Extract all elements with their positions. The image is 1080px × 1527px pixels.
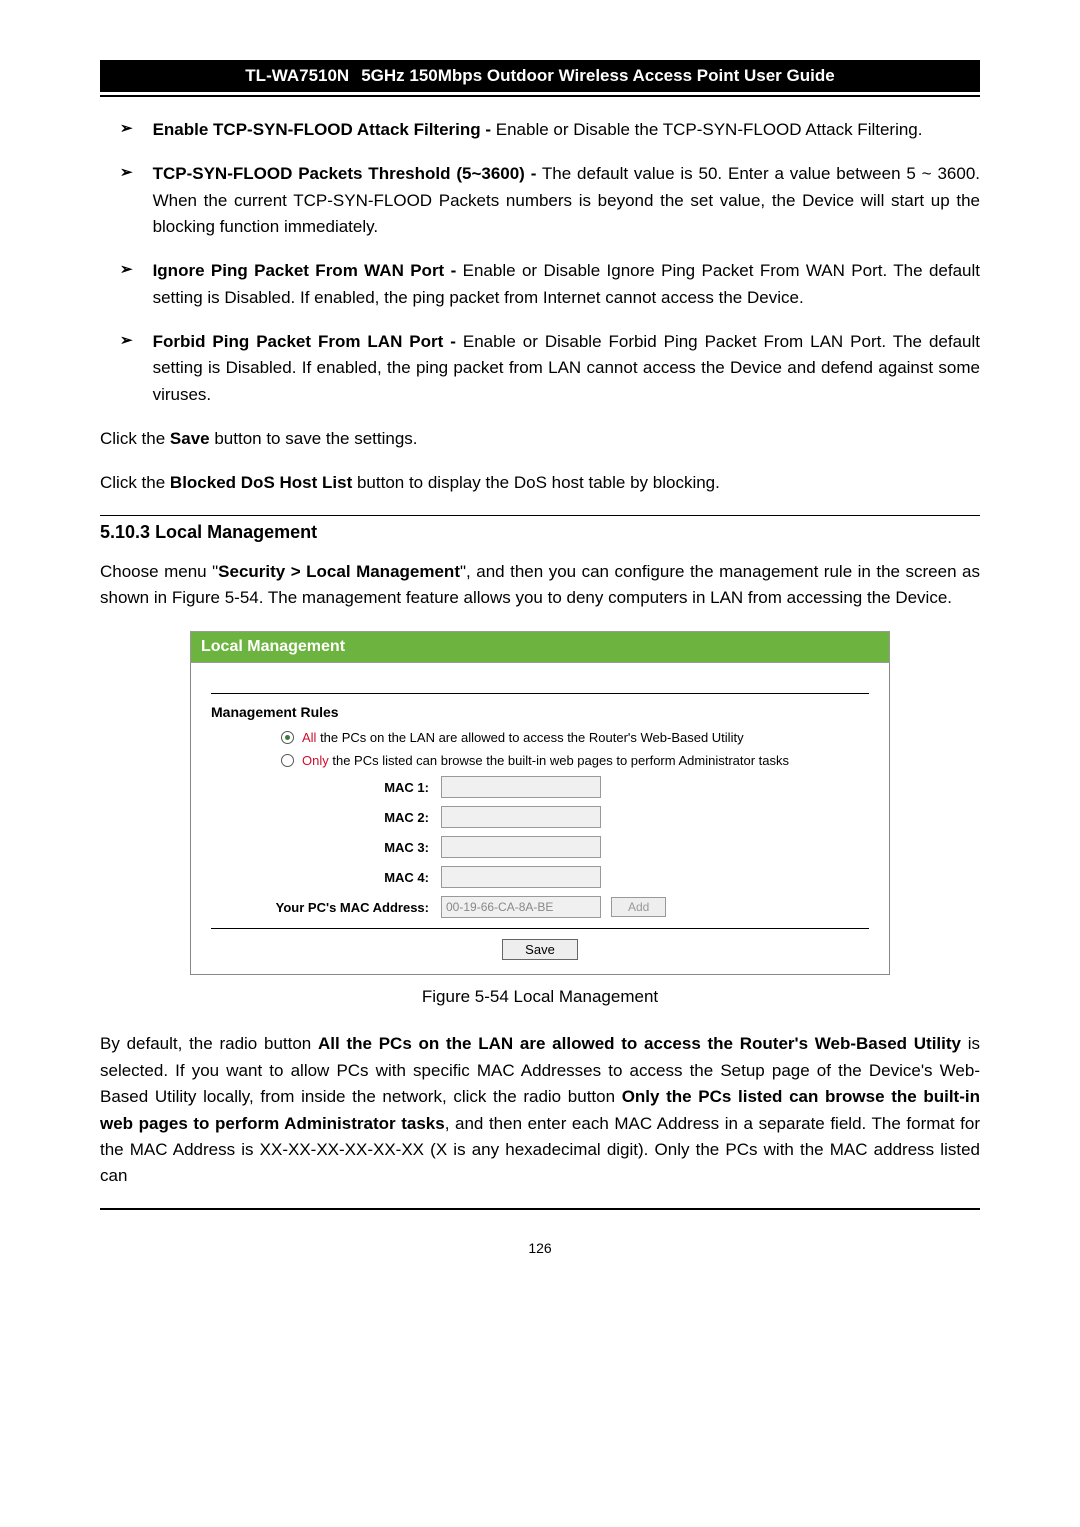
- radio-only-text: the PCs listed can browse the built-in w…: [329, 753, 789, 768]
- mac-label-2: MAC 2:: [211, 810, 441, 825]
- document-header-bar: TL-WA7510N 5GHz 150Mbps Outdoor Wireless…: [100, 60, 980, 92]
- bullet-bold-1: Enable TCP-SYN-FLOOD Attack Filtering -: [153, 120, 491, 139]
- header-model: TL-WA7510N: [245, 66, 349, 86]
- save-bold: Save: [170, 429, 210, 448]
- header-title: 5GHz 150Mbps Outdoor Wireless Access Poi…: [361, 66, 834, 86]
- bullet-bold-4: Forbid Ping Packet From LAN Port -: [153, 332, 456, 351]
- radio-only-pcs[interactable]: Only the PCs listed can browse the built…: [281, 753, 869, 768]
- section-hr: [100, 515, 980, 516]
- radio-all-pcs[interactable]: All the PCs on the LAN are allowed to ac…: [281, 730, 869, 745]
- panel-hr-top: [211, 693, 869, 694]
- blocked-bold: Blocked DoS Host List: [170, 473, 352, 492]
- bullet-item-3: ➢ Ignore Ping Packet From WAN Port - Ena…: [100, 258, 980, 311]
- panel-hr-bottom: [211, 928, 869, 929]
- management-rules-title: Management Rules: [211, 704, 869, 720]
- your-pc-mac-input: [441, 896, 601, 918]
- page-number: 126: [100, 1240, 980, 1256]
- bullet-text-1: Enable or Disable the TCP-SYN-FLOOD Atta…: [491, 120, 922, 139]
- save-suffix: button to save the settings.: [210, 429, 418, 448]
- bullet-content-4: Forbid Ping Packet From LAN Port - Enabl…: [153, 329, 980, 408]
- chevron-icon: ➢: [120, 119, 133, 143]
- mac-row-1: MAC 1:: [211, 776, 869, 798]
- section-number: 5.10.3: [100, 522, 150, 542]
- page-container: TL-WA7510N 5GHz 150Mbps Outdoor Wireless…: [0, 0, 1080, 1296]
- bullet-bold-3: Ignore Ping Packet From WAN Port -: [153, 261, 457, 280]
- mac-label-3: MAC 3:: [211, 840, 441, 855]
- blocked-suffix: button to display the DoS host table by …: [352, 473, 720, 492]
- bullet-content-3: Ignore Ping Packet From WAN Port - Enabl…: [153, 258, 980, 311]
- add-button[interactable]: Add: [611, 897, 666, 917]
- radio-unselected-icon: [281, 754, 294, 767]
- mac-row-2: MAC 2:: [211, 806, 869, 828]
- figure-caption: Figure 5-54 Local Management: [100, 987, 980, 1007]
- panel-header: Local Management: [190, 631, 890, 663]
- mac-label-1: MAC 1:: [211, 780, 441, 795]
- choose-prefix: Choose menu ": [100, 562, 218, 581]
- mac-input-2[interactable]: [441, 806, 601, 828]
- bullet-item-1: ➢ Enable TCP-SYN-FLOOD Attack Filtering …: [100, 117, 980, 143]
- chevron-icon: ➢: [120, 163, 133, 240]
- click-save-paragraph: Click the Save button to save the settin…: [100, 426, 980, 452]
- radio-all-highlight: All: [302, 730, 316, 745]
- radio-selected-icon: [281, 731, 294, 744]
- bullet-content-2: TCP-SYN-FLOOD Packets Threshold (5~3600)…: [153, 161, 980, 240]
- panel-body: Management Rules All the PCs on the LAN …: [190, 663, 890, 975]
- footer-hr: [100, 1208, 980, 1210]
- radio-all-text: the PCs on the LAN are allowed to access…: [316, 730, 743, 745]
- chevron-icon: ➢: [120, 260, 133, 311]
- bottom-prefix: By default, the radio button: [100, 1034, 318, 1053]
- save-prefix: Click the: [100, 429, 170, 448]
- local-management-panel: Local Management Management Rules All th…: [190, 631, 890, 975]
- choose-menu-paragraph: Choose menu "Security > Local Management…: [100, 559, 980, 612]
- your-pc-label: Your PC's MAC Address:: [211, 900, 441, 915]
- choose-bold: Security > Local Management: [218, 562, 460, 581]
- mac-label-4: MAC 4:: [211, 870, 441, 885]
- save-row: Save: [211, 939, 869, 960]
- mac-input-1[interactable]: [441, 776, 601, 798]
- mac-input-3[interactable]: [441, 836, 601, 858]
- bottom-paragraph: By default, the radio button All the PCs…: [100, 1031, 980, 1189]
- blocked-prefix: Click the: [100, 473, 170, 492]
- mac-row-4: MAC 4:: [211, 866, 869, 888]
- bottom-bold1: All the PCs on the LAN are allowed to ac…: [318, 1034, 961, 1053]
- mac-input-4[interactable]: [441, 866, 601, 888]
- header-separator: [100, 95, 980, 97]
- bullet-bold-2: TCP-SYN-FLOOD Packets Threshold (5~3600)…: [153, 164, 537, 183]
- radio-only-highlight: Only: [302, 753, 329, 768]
- bullet-item-4: ➢ Forbid Ping Packet From LAN Port - Ena…: [100, 329, 980, 408]
- bullet-item-2: ➢ TCP-SYN-FLOOD Packets Threshold (5~360…: [100, 161, 980, 240]
- bullet-content-1: Enable TCP-SYN-FLOOD Attack Filtering - …: [153, 117, 923, 143]
- chevron-icon: ➢: [120, 331, 133, 408]
- blocked-paragraph: Click the Blocked DoS Host List button t…: [100, 470, 980, 496]
- section-heading: 5.10.3 Local Management: [100, 522, 980, 543]
- mac-row-3: MAC 3:: [211, 836, 869, 858]
- save-button[interactable]: Save: [502, 939, 578, 960]
- your-pc-mac-row: Your PC's MAC Address: Add: [211, 896, 869, 918]
- section-title: Local Management: [155, 522, 317, 542]
